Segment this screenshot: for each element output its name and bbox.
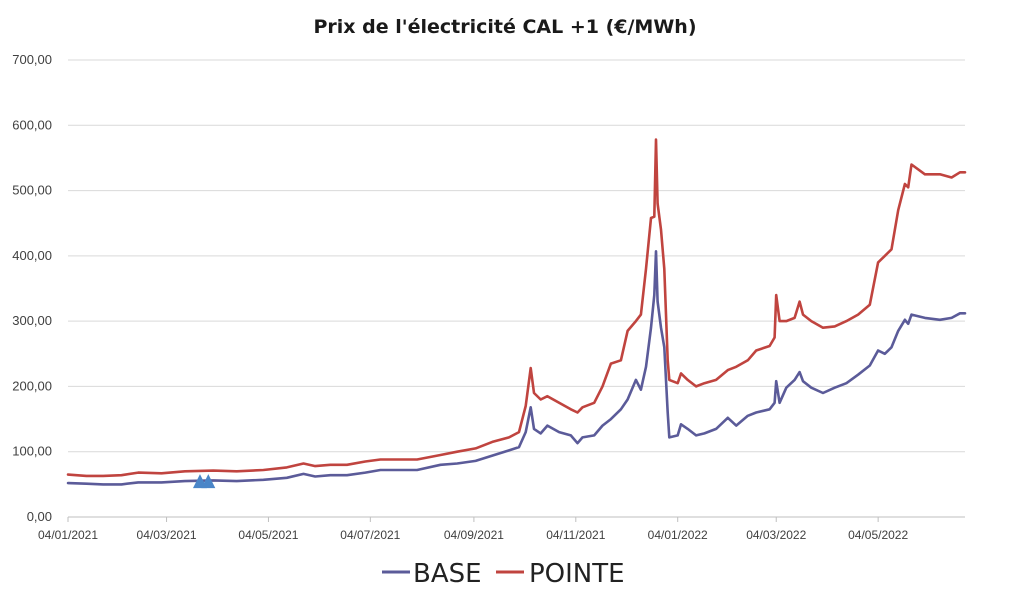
series-layer [66,138,967,486]
legend-label-base: BASE [413,559,482,589]
x-tick-label: 04/01/2022 [648,528,708,542]
y-tick-label: 300,00 [12,313,52,328]
y-tick-label: 100,00 [12,444,52,459]
x-tick-label: 04/07/2021 [340,528,400,542]
series-line-base [66,250,967,486]
marker-layer [192,474,216,489]
legend-label-pointe: POINTE [529,559,625,589]
x-tick-label: 04/05/2022 [848,528,908,542]
y-tick-label: 400,00 [12,248,52,263]
legend: BASE POINTE [382,559,625,589]
x-tick-label: 04/11/2021 [546,528,605,542]
grid-layer [68,59,965,518]
x-tick-label: 04/05/2021 [238,528,298,542]
y-tick-label: 700,00 [12,52,52,67]
x-tick-label: 04/01/2021 [38,528,98,542]
y-tick-label: 500,00 [12,183,52,198]
y-tick-label: 600,00 [12,117,52,132]
chart-title: Prix de l'électricité CAL +1 (€/MWh) [313,16,696,38]
y-axis: 0,00 100,00 200,00 300,00 400,00 500,00 600,00… [12,52,52,524]
triangle-marker [201,474,216,489]
x-tick-label: 04/03/2021 [137,528,197,542]
y-tick-label: 0,00 [27,509,52,524]
x-axis: 04/01/2021 04/03/2021 04/05/2021 04/07/2021… [38,517,908,542]
x-tick-label: 04/09/2021 [444,528,504,542]
series-line-pointe [66,138,967,478]
y-tick-label: 200,00 [12,378,52,393]
x-tick-label: 04/03/2022 [746,528,806,542]
